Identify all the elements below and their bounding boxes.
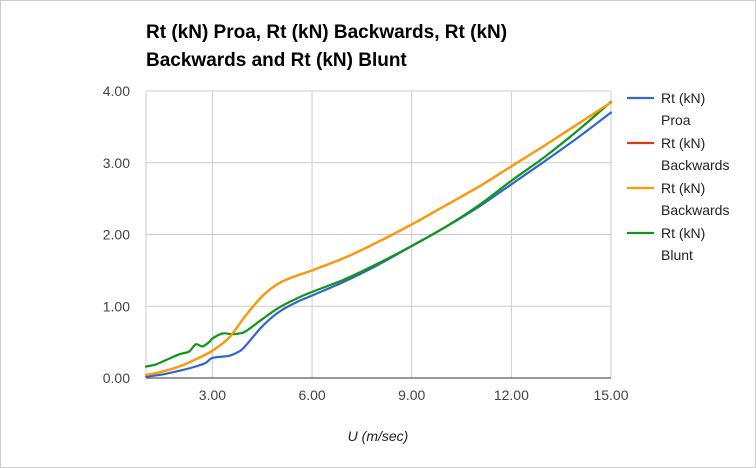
x-tick-label: 12.00 [494, 387, 529, 403]
y-tick-label: 4.00 [103, 83, 130, 99]
legend-label-1: Proa [661, 112, 691, 128]
legend-label-4: Rt (kN) [661, 225, 705, 241]
x-axis-label: U (m/sec) [348, 428, 409, 444]
y-tick-label: 1.00 [103, 298, 130, 314]
y-tick-label: 2.00 [103, 227, 130, 243]
chart-title-line: Backwards and Rt (kN) Blunt [146, 50, 407, 71]
series-line-1 [144, 111, 613, 378]
x-tick-label: 6.00 [298, 387, 325, 403]
series-lines [144, 100, 613, 378]
legend-label-4: Blunt [661, 247, 693, 263]
legend: Rt (kN) Proa Rt (kN) Backwards Rt (kN) Backwa… [627, 90, 729, 263]
x-tick-label: 15.00 [593, 387, 628, 403]
x-tick-label: 9.00 [398, 387, 425, 403]
x-tick-label: 3.00 [199, 387, 226, 403]
series-line-3 [144, 101, 613, 377]
y-tick-label: 0.00 [103, 370, 130, 386]
y-tick-labels: 0.00 1.00 2.00 3.00 4.00 [103, 83, 130, 386]
series-line-4 [144, 100, 613, 368]
chart-title-line: Rt (kN) Proa, Rt (kN) Backwards, Rt (kN) [146, 22, 507, 43]
grid-lines [146, 90, 612, 379]
legend-label-3: Backwards [661, 202, 729, 218]
legend-label-2: Rt (kN) [661, 135, 705, 151]
legend-label-2: Backwards [661, 157, 729, 173]
y-tick-label: 3.00 [103, 155, 130, 171]
legend-label-3: Rt (kN) [661, 180, 705, 196]
axes [145, 91, 611, 379]
x-tick-labels: 3.00 6.00 9.00 12.00 15.00 [199, 387, 629, 403]
series-line-2 [144, 101, 613, 377]
legend-label-1: Rt (kN) [661, 90, 705, 106]
chart-title: Rt (kN) Proa, Rt (kN) Backwards, Rt (kN)… [146, 22, 507, 71]
